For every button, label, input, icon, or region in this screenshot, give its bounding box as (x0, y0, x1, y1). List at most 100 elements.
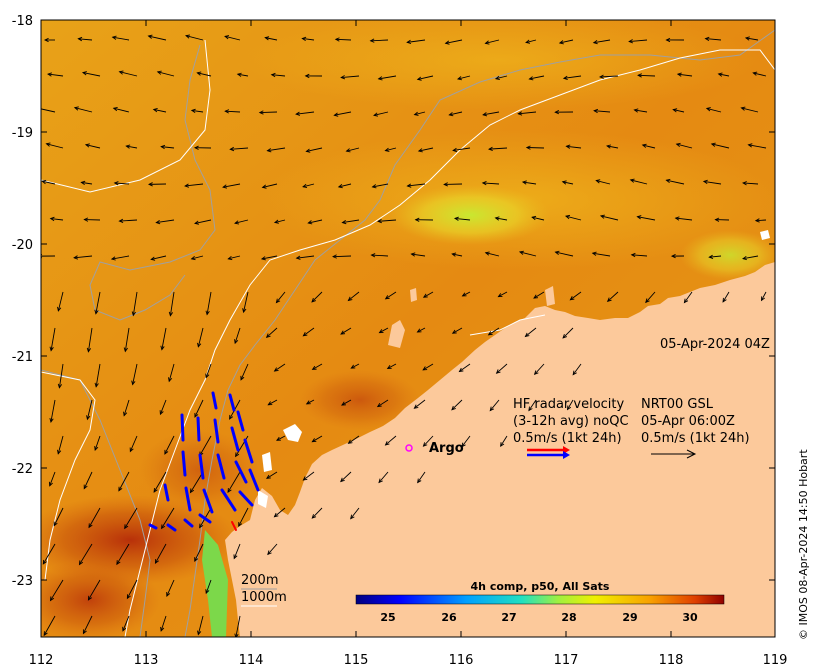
model-vector-head (160, 144, 166, 150)
model-vector-head (160, 626, 165, 632)
model-vector (74, 107, 93, 113)
model-vector (276, 291, 286, 303)
model-vector-head (129, 447, 134, 453)
model-vector (238, 507, 249, 527)
model-vector (563, 75, 582, 79)
model-vector (454, 217, 471, 221)
x-tick-label: 114 (239, 653, 264, 668)
model-vector (194, 543, 204, 562)
hf-vector (230, 426, 240, 452)
model-vector (190, 471, 204, 493)
model-vector (676, 143, 693, 149)
model-vector-head (227, 488, 232, 493)
model-vector-head (305, 148, 311, 153)
model-vector-head (558, 40, 564, 45)
model-vector (261, 255, 278, 260)
model-vector (666, 179, 685, 185)
model-vector (675, 217, 693, 221)
model-vector (185, 183, 204, 187)
model-vector (225, 110, 241, 113)
model-vector (379, 327, 389, 334)
x-tick-label: 118 (659, 653, 684, 668)
model-vector (262, 183, 278, 188)
model-legend-scale: 0.5m/s (1kt 24h) (641, 431, 750, 446)
model-vector (684, 291, 693, 303)
model-vector-head (752, 71, 758, 76)
model-vector-head (118, 70, 124, 75)
model-vector-head (45, 142, 51, 147)
model-vector-head (461, 292, 467, 297)
model-vector (296, 255, 315, 259)
plot-frame (40, 19, 776, 638)
model-vector (341, 399, 352, 406)
model-vector (453, 147, 471, 151)
model-vector (709, 255, 722, 258)
model-vector-head (194, 557, 199, 563)
model-vector (160, 615, 167, 632)
model-vector-head (199, 523, 204, 529)
model-vector-head (152, 108, 158, 113)
model-vector (452, 253, 463, 257)
model-vector (311, 507, 323, 519)
model-vector-head (224, 109, 230, 114)
model-vector (161, 507, 175, 529)
model-vector (95, 363, 101, 387)
model-vector (303, 327, 315, 337)
model-vector-head (628, 39, 634, 44)
model-vector-head (683, 298, 689, 304)
model-vector (741, 107, 759, 113)
model-vector (191, 109, 204, 113)
model-vector (496, 363, 508, 374)
model-vector (266, 471, 278, 479)
model-vector-head (337, 184, 343, 189)
model-vector (522, 181, 537, 185)
model-vector (373, 111, 389, 116)
hf-vector (211, 391, 218, 410)
model-vector (342, 219, 360, 224)
model-vector-head (147, 34, 153, 39)
model-vector (153, 108, 167, 113)
model-vector-head (240, 375, 245, 381)
model-vector (57, 291, 64, 311)
model-vector-head (676, 72, 682, 77)
model-vector (119, 219, 138, 222)
x-tick-label: 116 (449, 653, 474, 668)
hf-vector (213, 418, 220, 444)
model-vector-head (422, 366, 428, 371)
model-vector (240, 363, 249, 381)
model-vector-head (413, 111, 419, 116)
model-vector (303, 471, 315, 481)
model-vector-head (606, 144, 612, 149)
model-vector-head (373, 112, 379, 117)
colorbar-tick: 30 (682, 611, 698, 624)
model-vector-head (234, 339, 239, 345)
model-vector-head (525, 39, 531, 44)
model-vector (533, 291, 545, 299)
x-tick-label: 113 (134, 653, 159, 668)
model-vector-head (384, 147, 390, 152)
model-vector-head (332, 254, 337, 259)
model-vector (197, 327, 204, 347)
model-vector (42, 180, 56, 185)
hf-vector (148, 523, 158, 530)
model-vector-head (461, 442, 466, 448)
model-vector-head (561, 180, 567, 185)
model-vector-head (705, 107, 711, 112)
model-vector (346, 147, 360, 152)
model-vector (58, 363, 64, 388)
model-vector (722, 291, 730, 303)
model-vector (706, 107, 722, 113)
model-vector-head (630, 252, 636, 258)
model-vector (266, 327, 278, 338)
model-vector (753, 72, 767, 77)
model-vector-head (235, 452, 240, 458)
model-vector-head (417, 478, 422, 484)
model-vector (594, 110, 611, 113)
model-vector-head (161, 524, 166, 530)
hf-vector (220, 488, 237, 512)
model-vector (81, 181, 93, 185)
model-vector-head (754, 218, 760, 223)
model-vector-head (159, 410, 164, 416)
model-vector (370, 39, 389, 42)
model-vector (118, 471, 130, 491)
